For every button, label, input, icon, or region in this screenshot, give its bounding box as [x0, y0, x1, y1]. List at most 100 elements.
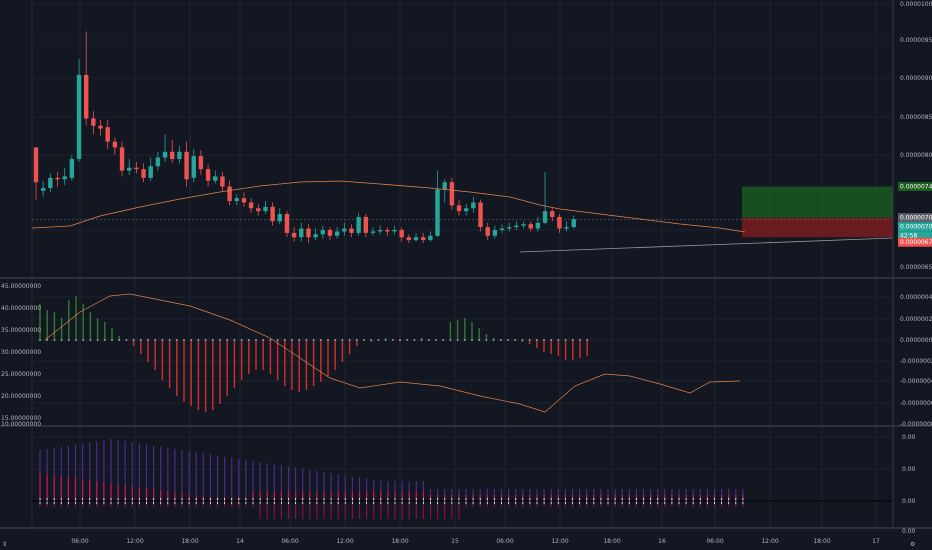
macd-zero-dot: [442, 339, 445, 341]
candle-body: [356, 216, 361, 233]
candle-body: [528, 224, 533, 229]
price-badge-stop: [898, 237, 932, 247]
candle-body: [406, 237, 412, 241]
oscillator-tick-label: 0.00: [902, 466, 916, 473]
macd-zero-dot: [571, 339, 574, 341]
time-tick-label: 12:00: [336, 538, 353, 545]
candle-body: [306, 228, 311, 238]
candle-body: [105, 127, 110, 142]
macd-zero-dot: [586, 339, 589, 341]
candle-body: [227, 186, 232, 202]
candle-body: [248, 202, 254, 209]
price-badge-stop-label: 0.00000678: [900, 239, 932, 246]
macd-zero-dot: [161, 339, 164, 341]
oscillator-tick-label: 0.00: [902, 498, 916, 505]
candle-body: [62, 176, 67, 180]
oscillator-tick-label: 0.00: [902, 528, 916, 535]
trend-line[interactable]: [519, 237, 894, 253]
candle-body: [141, 169, 146, 178]
macd-left-tick-label: 15.00000000: [1, 415, 41, 422]
time-tick-label: 18:00: [603, 538, 620, 545]
candle-body: [291, 232, 297, 238]
macd-zero-dot: [269, 339, 272, 341]
candle-body: [521, 224, 526, 226]
candle-body: [33, 147, 39, 183]
macd-zero-dot: [183, 339, 185, 341]
candle-body: [571, 219, 576, 228]
candle-body: [392, 229, 397, 232]
price-badge-target: [898, 182, 932, 192]
time-tick-label: 18:00: [813, 538, 830, 545]
candle-body: [327, 229, 333, 236]
macd-zero-dot: [507, 339, 509, 341]
candle-body: [48, 177, 53, 188]
macd-zero-dot: [564, 339, 567, 341]
macd-zero-dot: [175, 339, 178, 341]
macd-zero-dot: [111, 339, 113, 341]
time-tick-label: 06:00: [706, 538, 723, 545]
candle-body: [234, 198, 239, 202]
time-tick-label: 12:00: [761, 538, 778, 545]
macd-zero-dot: [226, 339, 229, 341]
candle-body: [342, 228, 347, 232]
candle-body: [177, 151, 182, 160]
candle-body: [127, 167, 132, 171]
time-tick-label: 15: [451, 538, 459, 545]
position-loss-zone: [742, 217, 893, 238]
time-axis[interactable]: 06:00 12:00 18:00 14 06:00 12:00 18:00 15 06:00 1…: [71, 538, 880, 545]
macd-zero-dot: [204, 339, 207, 341]
macd-zero-dot: [197, 339, 200, 341]
candle-body: [349, 228, 354, 233]
macd-zero-dot: [75, 339, 77, 341]
candle-body: [184, 151, 189, 180]
macd-zero-dot: [499, 339, 502, 341]
candle-body: [162, 151, 168, 158]
position-tool[interactable]: [32, 186, 893, 238]
candle-body: [170, 151, 175, 160]
time-tick-label: 12:00: [551, 538, 568, 545]
candle-body: [435, 189, 440, 236]
pane-dividers[interactable]: [0, 0, 932, 529]
macd-zero-dot: [89, 339, 92, 341]
price-badge-target-label: 0.00000748: [900, 184, 932, 191]
macd-zero-dot: [298, 339, 301, 341]
macd-zero-dot: [355, 339, 358, 341]
macd-zero-dot: [190, 339, 193, 341]
candle-body: [377, 229, 383, 232]
macd-zero-dot: [420, 339, 423, 341]
macd-zero-dot: [283, 339, 286, 341]
macd-zero-dot: [168, 339, 171, 341]
time-tick-label: 17: [872, 538, 880, 545]
macd-zero-dot: [456, 339, 459, 341]
macd-zero-dot: [514, 339, 517, 341]
candle-body: [449, 182, 455, 206]
scroll-arrows-icon[interactable]: ⇕: [2, 541, 7, 548]
macd-zero-dot: [341, 339, 344, 341]
oscillator-axis[interactable]: 0.00 0.00 0.00 0.00: [902, 434, 916, 535]
candle-body: [155, 157, 161, 167]
macd-zero-dot: [154, 339, 157, 341]
macd-zero-dot: [449, 339, 452, 341]
candlestick-series: [33, 31, 576, 244]
macd-left-tick-label: 10.00000000: [1, 421, 41, 428]
settings-gear-icon[interactable]: ⚙: [910, 541, 915, 548]
candle-body: [492, 229, 498, 236]
candle-body: [471, 202, 476, 209]
macd-zero-dot: [53, 339, 56, 341]
macd-right-tick-label: -0.00000080: [900, 421, 932, 428]
time-tick-label: 14: [236, 538, 244, 545]
price-badge-entry-label: 0.00000705: [900, 215, 932, 222]
macd-zero-dot: [463, 339, 466, 341]
moving-average-line: [31, 180, 746, 233]
macd-zero-dot: [60, 339, 63, 341]
candle-body: [220, 176, 225, 187]
